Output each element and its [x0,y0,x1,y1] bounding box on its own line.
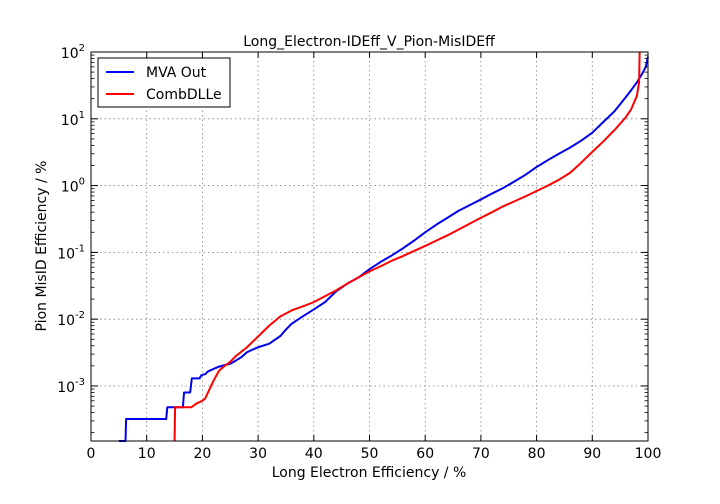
series-layer [118,51,649,442]
series-line-mva-out [118,56,649,442]
legend: MVA Out CombDLLe [97,57,231,108]
x-tick-label: 80 [528,446,546,462]
y-axis-label: Pion MisID Efficiency / % [34,161,50,332]
x-tick-label: 60 [416,446,434,462]
x-tick-label: 50 [361,446,379,462]
y-tick-label: 100 [61,177,85,196]
x-tick-label: 0 [87,446,96,462]
legend-label-combdlle: CombDLLe [146,87,222,103]
x-tick-label: 10 [138,446,156,462]
x-axis-label: Long Electron Efficiency / % [272,465,467,481]
x-tick-label: 30 [249,446,267,462]
legend-frame [97,57,231,108]
tick-layer [90,51,649,441]
legend-label-mva-out: MVA Out [146,65,207,81]
y-tick-label: 10-3 [57,377,85,396]
series-line-combdlle [173,51,641,442]
y-tick-label: 101 [61,110,85,129]
x-tick-label: 40 [305,446,323,462]
chart-title: Long_Electron-IDEff_V_Pion-MisIDEff [243,34,495,50]
x-tick-label: 100 [635,446,662,462]
y-tick-label: 102 [61,43,85,62]
tick-label-layer: 0 10 20 30 40 50 60 70 80 90 100 10-3 10-2 10-1 100 101… [57,43,661,462]
y-tick-label: 10-1 [57,243,85,262]
y-tick-label: 10-2 [57,310,85,329]
x-tick-label: 90 [583,446,601,462]
x-tick-label: 70 [472,446,490,462]
x-tick-label: 20 [193,446,211,462]
